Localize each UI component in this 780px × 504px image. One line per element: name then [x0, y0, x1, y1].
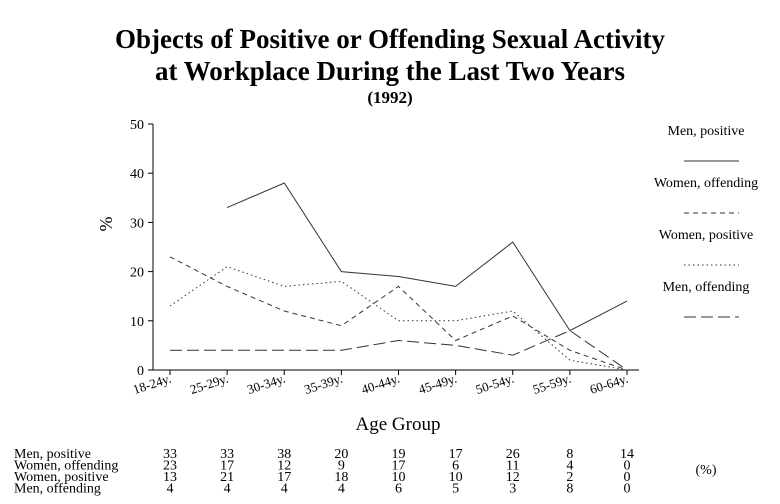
table-cell: 9 — [338, 459, 345, 474]
legend-label: Men, positive — [668, 124, 745, 139]
table-cell: 4 — [224, 482, 231, 497]
chart-title-line2: at Workplace During the Last Two Years — [154, 56, 625, 86]
table-cell: 33 — [163, 447, 177, 462]
table-cell: 0 — [624, 459, 631, 474]
table-cell: 17 — [277, 470, 291, 485]
y-tick-label: 20 — [130, 266, 144, 281]
y-tick-label: 50 — [130, 118, 144, 133]
table-cell: 23 — [163, 459, 177, 474]
table-cell: 5 — [452, 482, 459, 497]
x-tick-label: 55-59y. — [531, 371, 573, 397]
table-cell: 26 — [506, 447, 520, 462]
table-row-label: Men, offending — [14, 482, 101, 497]
table-cell: 11 — [506, 459, 519, 474]
x-tick-label: 60-64y. — [588, 371, 630, 397]
table-unit: (%) — [696, 463, 717, 478]
table-cell: 17 — [449, 447, 463, 462]
table-cell: 13 — [163, 470, 177, 485]
table-row-label: Men, positive — [14, 447, 91, 462]
y-tick-label: 40 — [130, 167, 144, 182]
x-tick-label: 40-44y. — [359, 371, 401, 397]
table-cell: 12 — [506, 470, 520, 485]
table-cell: 17 — [392, 459, 406, 474]
table-cell: 12 — [277, 459, 291, 474]
table-cell: 33 — [220, 447, 234, 462]
x-tick-label: 45-49y. — [417, 371, 459, 397]
table-cell: 4 — [338, 482, 345, 497]
table-cell: 8 — [566, 482, 573, 497]
legend-label: Women, positive — [659, 228, 754, 243]
x-axis-title: Age Group — [356, 414, 441, 435]
table-cell: 18 — [334, 470, 348, 485]
x-tick-label: 25-29y. — [188, 371, 230, 397]
table-cell: 8 — [566, 447, 573, 462]
table-cell: 0 — [624, 482, 631, 497]
table-cell: 20 — [334, 447, 348, 462]
y-tick-label: 30 — [130, 216, 144, 231]
table-cell: 2 — [566, 470, 573, 485]
table-cell: 10 — [449, 470, 463, 485]
series-line-3 — [169, 266, 628, 371]
chart-subtitle: (1992) — [367, 88, 413, 107]
table-cell: 21 — [220, 470, 234, 485]
table-cell: 3 — [509, 482, 516, 497]
series-line-4 — [170, 330, 628, 371]
table-cell: 19 — [392, 447, 406, 462]
table-cell: 0 — [624, 470, 631, 485]
table-cell: 4 — [566, 459, 573, 474]
table-cell: 4 — [167, 482, 174, 497]
series-line-1 — [226, 182, 628, 332]
x-tick-label: 35-39y. — [302, 371, 344, 397]
table-cell: 14 — [620, 447, 634, 462]
table-row-label: Women, positive — [14, 470, 109, 485]
table-cell: 4 — [281, 482, 288, 497]
table-cell: 38 — [277, 447, 291, 462]
legend-label: Men, offending — [663, 280, 750, 295]
series-line-2 — [169, 256, 628, 371]
table-cell: 6 — [452, 459, 459, 474]
chart-title: Objects of Positive or Offending Sexual … — [115, 24, 665, 54]
x-tick-label: 50-54y. — [474, 371, 516, 397]
table-cell: 17 — [220, 459, 234, 474]
table-cell: 10 — [392, 470, 406, 485]
x-tick-label: 30-34y. — [245, 371, 287, 397]
y-tick-label: 10 — [130, 315, 144, 330]
table-cell: 6 — [395, 482, 402, 497]
y-axis-title: % — [96, 217, 116, 232]
table-row-label: Women, offending — [14, 459, 118, 474]
legend-label: Women, offending — [654, 176, 758, 191]
y-tick-label: 0 — [137, 364, 144, 379]
